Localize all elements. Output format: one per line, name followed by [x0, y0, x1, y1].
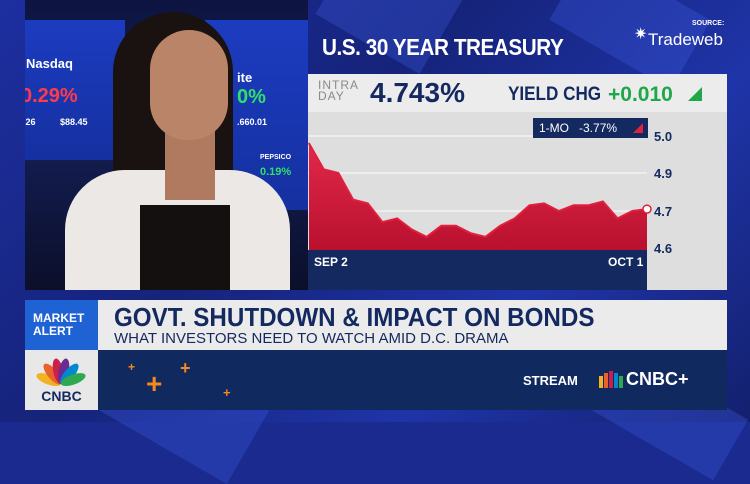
- plus-icon: +: [128, 360, 136, 374]
- headline: GOVT. SHUTDOWN & IMPACT ON BONDS: [114, 302, 595, 332]
- tag-line: ALERT: [33, 324, 73, 338]
- yield-change-label: YIELD CHG: [508, 84, 602, 105]
- tradeweb-logo-icon: ✷: [634, 26, 648, 43]
- data-point: [337, 172, 340, 174]
- data-point: [411, 228, 413, 231]
- wall-text: 0.19%: [260, 166, 292, 178]
- anchor-neck: [165, 130, 215, 200]
- last-value-marker: [642, 204, 652, 214]
- data-point: [558, 210, 560, 212]
- data-point: [513, 217, 516, 220]
- x-tick-label: OCT 1: [608, 255, 644, 269]
- area-fill: [309, 143, 647, 252]
- data-point: [572, 204, 575, 207]
- wall-text: .660.01: [237, 117, 268, 127]
- cnbc-logo: CNBC: [25, 350, 98, 410]
- data-point: [352, 198, 354, 201]
- data-point: [440, 225, 443, 227]
- data-point: [528, 204, 531, 207]
- data-point: [381, 221, 384, 223]
- peacock-icon: [36, 358, 86, 387]
- data-point: [366, 202, 369, 205]
- y-tick-label: 4.6: [654, 241, 673, 256]
- data-point: [499, 225, 501, 227]
- data-point: [543, 202, 545, 205]
- intraday-label-line: INTRA: [318, 78, 359, 92]
- plus-icon: +: [223, 385, 231, 400]
- network-name: CNBC: [41, 388, 82, 404]
- peacock-icon: [599, 371, 623, 388]
- down-triangle-icon: [633, 123, 643, 133]
- plus-icon: +: [180, 358, 191, 378]
- data-point: [425, 236, 428, 238]
- x-axis-band: [308, 250, 647, 290]
- up-triangle-icon: [688, 87, 702, 101]
- lower-strip: + + + + STREAM CNBC+: [98, 350, 727, 410]
- yield-change-value: +0.010: [608, 83, 673, 106]
- anchor-face: [150, 30, 228, 140]
- intraday-yield: 4.743%: [370, 77, 465, 108]
- data-point: [396, 217, 398, 220]
- x-tick-label: SEP 2: [314, 255, 348, 269]
- badge-change: -3.77%: [579, 121, 618, 135]
- chart-plot: [308, 135, 652, 252]
- intraday-label-line: DAY: [318, 89, 345, 103]
- one-month-badge: 1-MO -3.77%: [533, 118, 648, 138]
- anchor-top: [140, 205, 230, 290]
- market-alert-tag: MARKET ALERT: [25, 300, 98, 350]
- wall-text: Nasdaq: [26, 56, 73, 71]
- y-tick-label: 4.9: [654, 166, 673, 181]
- stream-label: STREAM: [523, 373, 578, 388]
- plus-icon: +: [146, 368, 163, 399]
- intraday-label: INTRA DAY: [318, 78, 359, 103]
- y-tick-label: 4.7: [654, 204, 673, 219]
- data-point: [469, 232, 472, 234]
- stream-brand: CNBC+: [626, 369, 689, 389]
- badge-period: 1-MO: [539, 121, 569, 135]
- source-label: SOURCE:: [692, 20, 725, 27]
- wall-text: .26: [25, 117, 36, 127]
- data-point: [455, 225, 457, 227]
- headline-bar: GOVT. SHUTDOWN & IMPACT ON BONDS WHAT IN…: [98, 300, 727, 350]
- subheadline: WHAT INVESTORS NEED TO WATCH AMID D.C. D…: [114, 330, 509, 347]
- yield-chart: SEP 2 OCT 1 5.0 4.9 4.7 4.6 1-MO -3.77%: [308, 112, 727, 290]
- anchor-video: Nasdaq 0.29% $88.45 .26 ite 0% .660.01 P…: [25, 0, 308, 290]
- data-point: [308, 142, 310, 145]
- series-line: [308, 142, 648, 239]
- wall-text: PEPSICO: [260, 154, 292, 161]
- wall-text: $88.45: [60, 117, 88, 127]
- data-point: [602, 200, 604, 203]
- data-point: [587, 204, 590, 207]
- wall-text: 0%: [237, 86, 266, 108]
- graphic-title: U.S. 30 YEAR TREASURY: [322, 34, 564, 60]
- wall-text: ite: [237, 70, 253, 85]
- tag-line: MARKET: [33, 311, 85, 325]
- source-name: Tradeweb: [648, 30, 723, 49]
- wall-text: 0.29%: [25, 85, 78, 107]
- quote-header: INTRA DAY 4.743% YIELD CHG +0.010: [308, 74, 727, 112]
- data-point: [616, 217, 619, 220]
- data-point: [631, 210, 634, 212]
- y-tick-label: 5.0: [654, 129, 673, 144]
- data-point: [484, 236, 487, 238]
- data-point: [322, 168, 325, 171]
